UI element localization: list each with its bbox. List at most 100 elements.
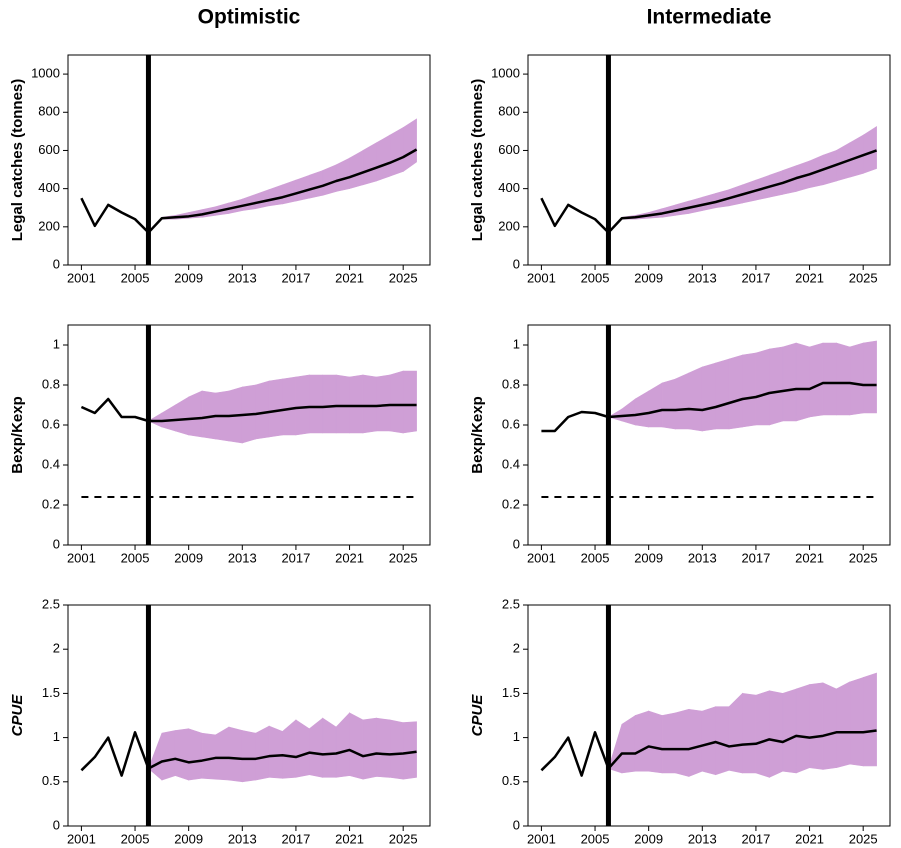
- uncertainty-band: [715, 358, 730, 430]
- y-tick-label: 800: [498, 104, 520, 119]
- uncertainty-band: [836, 681, 851, 769]
- y-tick-label: 200: [38, 218, 60, 233]
- x-tick-label: 2017: [281, 270, 310, 285]
- x-tick-label: 2021: [335, 550, 364, 565]
- uncertainty-band: [728, 354, 743, 430]
- x-tick-label: 2009: [634, 270, 663, 285]
- x-tick-label: 2017: [741, 270, 770, 285]
- y-axis-label: Bexp/Kexp: [9, 396, 26, 474]
- y-tick-label: 0: [53, 817, 60, 832]
- median-line: [540, 149, 878, 234]
- x-tick-label: 2009: [634, 550, 663, 565]
- y-tick-label: 0: [513, 256, 520, 271]
- uncertainty-band: [295, 719, 310, 778]
- x-tick-label: 2005: [121, 270, 150, 285]
- x-tick-label: 2017: [741, 550, 770, 565]
- uncertainty-band: [728, 692, 743, 774]
- uncertainty-band: [349, 149, 364, 190]
- uncertainty-band: [282, 376, 297, 436]
- uncertainty-band: [215, 726, 230, 781]
- y-tick-label: 2: [53, 641, 60, 656]
- median-line: [80, 148, 418, 234]
- uncertainty-band: [376, 717, 391, 778]
- plot-frame: [527, 324, 891, 546]
- x-tick-label: 2021: [795, 550, 824, 565]
- y-axis-label: Legal catches (tonnes): [469, 79, 486, 242]
- uncertainty-band: [648, 710, 663, 774]
- uncertainty-band: [335, 374, 350, 434]
- x-tick-label: 2009: [174, 270, 203, 285]
- uncertainty-band: [675, 708, 690, 777]
- uncertainty-band: [362, 717, 377, 780]
- uncertainty-band: [769, 346, 784, 426]
- uncertainty-band: [782, 342, 797, 422]
- y-tick-label: 200: [498, 218, 520, 233]
- plot-frame: [67, 54, 431, 266]
- x-tick-label: 2013: [688, 270, 717, 285]
- y-tick-label: 400: [498, 180, 520, 195]
- x-tick-label: 2025: [389, 270, 418, 285]
- plot-frame: [527, 604, 891, 827]
- y-tick-label: 0.6: [42, 416, 60, 431]
- uncertainty-band: [836, 342, 851, 416]
- uncertainty-band: [241, 730, 257, 783]
- uncertainty-band: [755, 348, 770, 426]
- x-tick-label: 2001: [67, 550, 96, 565]
- x-tick-label: 2021: [795, 831, 824, 846]
- uncertainty-band: [701, 706, 717, 776]
- uncertainty-band: [688, 366, 703, 432]
- uncertainty-band: [228, 726, 243, 783]
- x-tick-label: 2025: [849, 831, 878, 846]
- uncertainty-band: [621, 714, 636, 774]
- uncertainty-band: [402, 118, 417, 173]
- x-tick-label: 2025: [849, 550, 878, 565]
- uncertainty-band: [188, 728, 203, 781]
- y-tick-label: 0.2: [502, 496, 520, 511]
- x-tick-label: 2021: [335, 831, 364, 846]
- uncertainty-band: [688, 708, 703, 777]
- x-tick-label: 2021: [335, 270, 364, 285]
- x-tick-label: 2005: [581, 831, 610, 846]
- uncertainty-band: [188, 390, 203, 438]
- uncertainty-band: [822, 682, 837, 770]
- uncertainty-band: [389, 719, 404, 780]
- y-tick-label: 1.5: [502, 685, 520, 700]
- uncertainty-band: [795, 684, 810, 774]
- x-tick-label: 2001: [67, 831, 96, 846]
- plot-frame: [67, 604, 431, 827]
- y-tick-label: 1000: [31, 66, 60, 81]
- y-tick-label: 0.5: [42, 773, 60, 788]
- x-tick-label: 2009: [634, 831, 663, 846]
- uncertainty-band: [389, 127, 404, 177]
- y-tick-label: 800: [38, 104, 60, 119]
- uncertainty-band: [621, 398, 636, 426]
- plot-frame: [527, 54, 891, 266]
- uncertainty-band: [862, 672, 877, 767]
- uncertainty-band: [809, 342, 824, 418]
- y-tick-label: 0.2: [42, 496, 60, 511]
- x-tick-label: 2005: [581, 270, 610, 285]
- uncertainty-band: [295, 374, 310, 436]
- uncertainty-band: [201, 732, 216, 780]
- uncertainty-band: [769, 690, 784, 778]
- uncertainty-band: [282, 179, 297, 205]
- uncertainty-band: [282, 719, 297, 779]
- uncertainty-band: [309, 170, 324, 199]
- x-tick-label: 2009: [174, 831, 203, 846]
- median-line: [80, 731, 417, 777]
- uncertainty-band: [782, 688, 797, 774]
- uncertainty-band: [268, 725, 283, 779]
- uncertainty-band: [742, 352, 757, 428]
- x-tick-label: 2013: [228, 270, 257, 285]
- uncertainty-band: [376, 134, 391, 182]
- uncertainty-band: [309, 717, 324, 778]
- uncertainty-band: [322, 164, 337, 196]
- x-tick-label: 2001: [527, 270, 556, 285]
- uncertainty-band: [335, 157, 350, 192]
- uncertainty-band: [255, 725, 270, 781]
- x-tick-label: 2013: [228, 550, 257, 565]
- uncertainty-band: [648, 382, 663, 428]
- uncertainty-band: [268, 378, 283, 438]
